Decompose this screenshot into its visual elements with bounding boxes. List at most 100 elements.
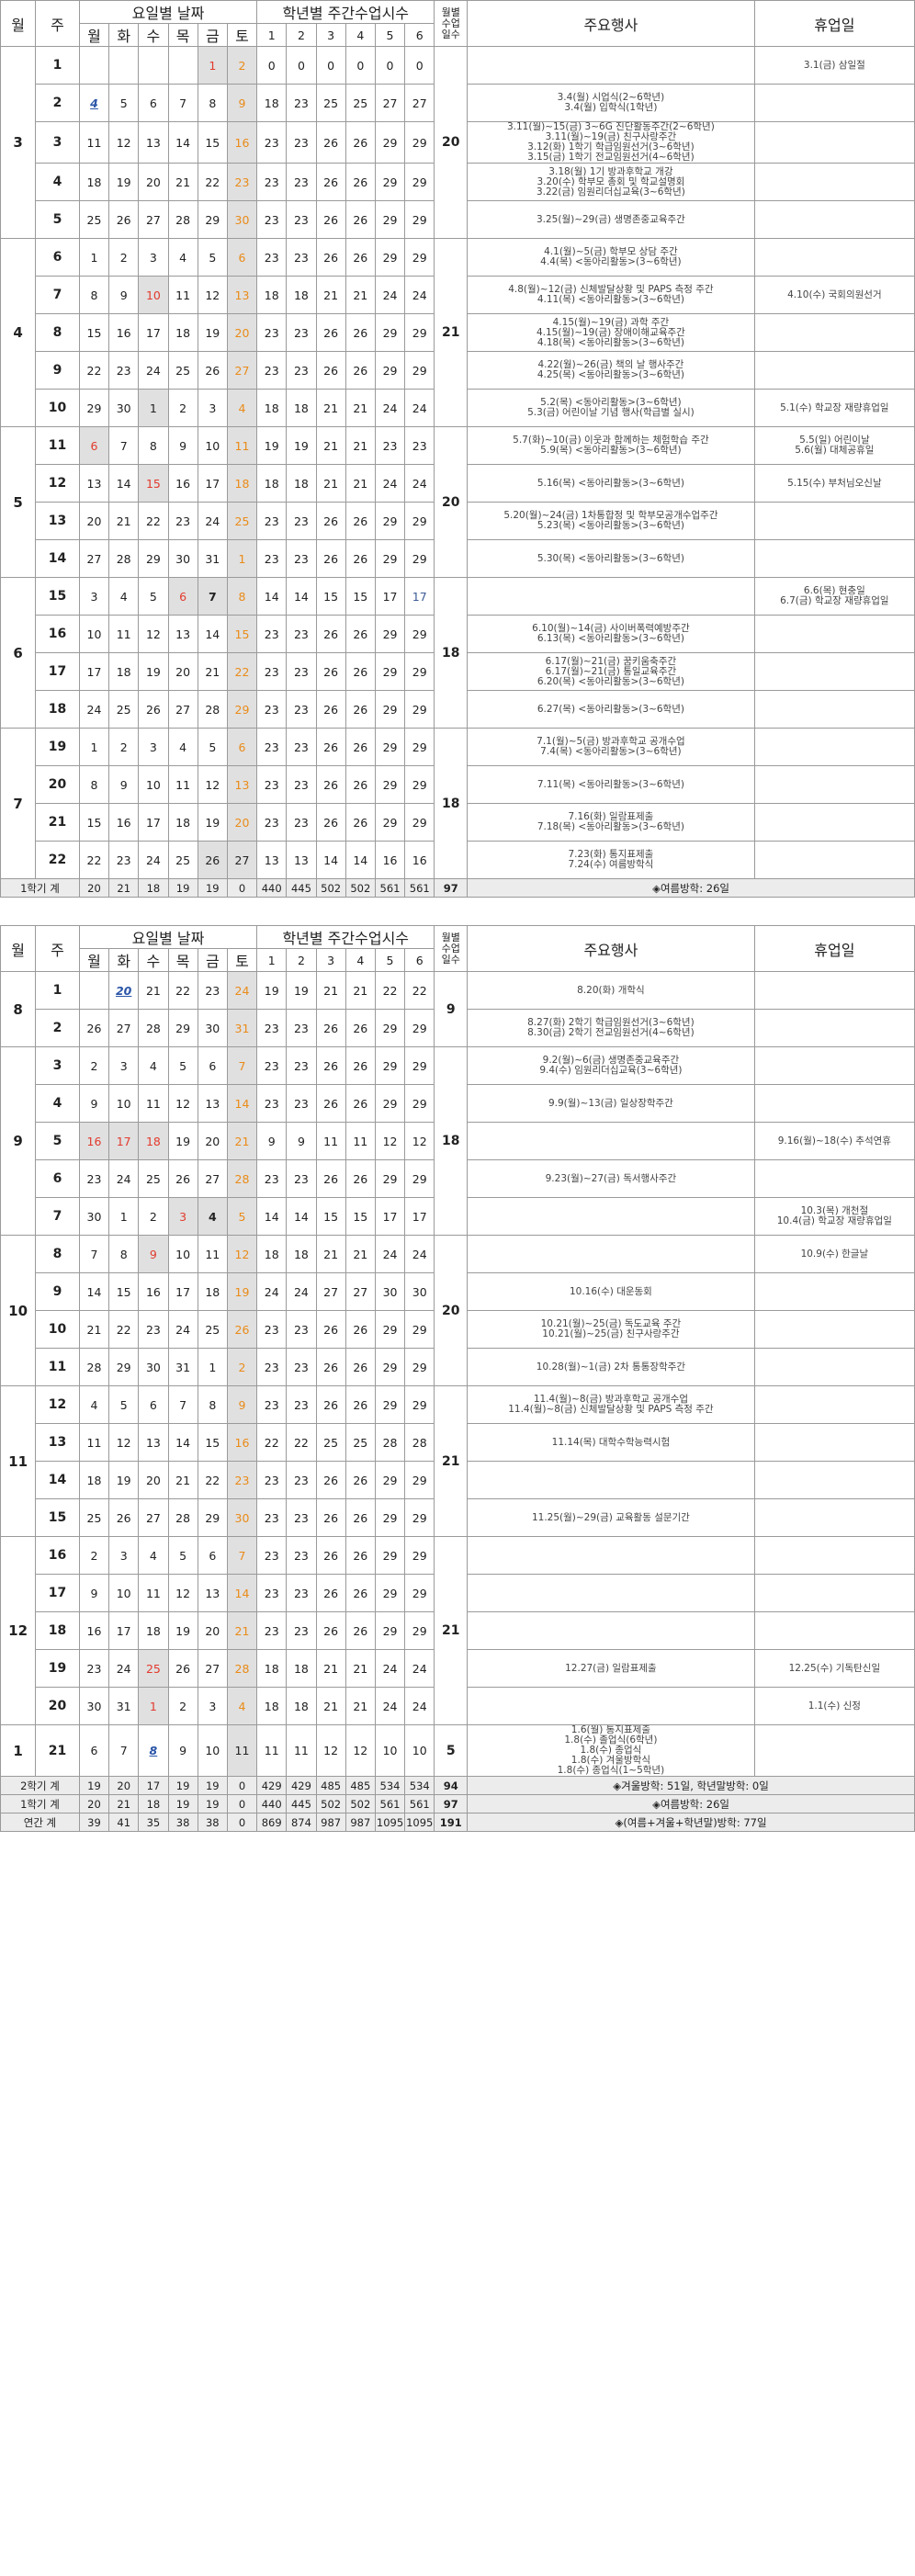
date-cell: 21 (78, 1310, 110, 1349)
hours-cell: 18 (286, 276, 317, 314)
vacation-note: ◈여름방학: 26일 (467, 878, 915, 898)
date-cell: 18 (78, 163, 110, 201)
hours-cell: 29 (404, 351, 435, 390)
hours-cell: 17 (404, 1197, 435, 1236)
week-row: 9 14 15 16 17 18 19 24 24 27 27 30 30 10.16(수) 대운동회 (1, 1272, 915, 1311)
date-cell: 20 (197, 1611, 228, 1650)
date-link[interactable]: 20 (115, 983, 132, 998)
total-days-cell: 38 (197, 1813, 228, 1832)
hours-cell: 26 (315, 803, 346, 842)
grade-header: 1 (256, 948, 288, 972)
date-cell: 16 (167, 464, 198, 503)
date-cell: 12 (167, 1084, 198, 1123)
date-cell: 5 (197, 238, 228, 277)
date-cell: 22 (108, 1310, 140, 1349)
hours-cell: 10 (374, 1724, 406, 1777)
week-row: 4 6 1 2 3 4 5 6 23 23 26 26 29 29 21 4.1(월)~5(금) 학부모 상담… (0, 238, 915, 427)
total-days-cell: 17 (138, 1776, 169, 1795)
holiday-item: 6.7(금) 학교장 재량휴업일 (780, 595, 889, 606)
week-row: 21 15 16 17 18 19 20 23 23 26 26 29 29 7.16(화) 일람표제출 7… (1, 803, 915, 842)
event-item: 4.11(목) <동아리활동>(3~6학년) (537, 294, 684, 305)
week-row: 13 20 21 22 23 24 25 23 23 26 26 29 29 5.20(월)~24(금) … (1, 502, 915, 540)
event-item: 1.8(수) 겨울방학식 (570, 1755, 650, 1766)
date-cell: 7 (167, 1385, 198, 1424)
holidays-cell: 5.15(수) 부처님오신날 (753, 464, 915, 503)
hours-cell: 23 (256, 615, 288, 653)
date-cell: 7 (226, 1536, 258, 1575)
date-cell: 3 (197, 1687, 228, 1725)
date-cell: 23 (108, 841, 140, 879)
events-cell: 8.20(화) 개학식 (467, 971, 755, 1010)
hours-cell: 22 (286, 1423, 317, 1462)
date-cell: 31 (226, 1009, 258, 1047)
hours-cell: 24 (374, 389, 406, 427)
total-row: 1학기 계 20 21 18 19 19 0 440 445 502 502 561 561 97 ◈여름방… (0, 1794, 915, 1813)
holiday-item: 10.3(목) 개천절 (800, 1205, 869, 1216)
date-link[interactable]: 4 (90, 96, 98, 110)
week-number: 14 (35, 1461, 80, 1499)
hours-cell: 29 (404, 1046, 435, 1085)
total-hours-cell: 869 (256, 1813, 288, 1832)
event-item: 10.28(월)~1(금) 2차 통통장학주간 (536, 1361, 686, 1373)
event-item: 3.20(수) 학부모 총회 및 학교설명회 (537, 175, 685, 187)
hours-cell: 26 (345, 1009, 376, 1047)
events-cell (467, 1687, 755, 1725)
event-item: 11.4(월)~8(금) 방과후학교 공개수업 (533, 1394, 688, 1405)
week-number: 19 (35, 728, 80, 766)
date-cell: 7 (197, 577, 228, 616)
hours-cell: 23 (286, 200, 317, 239)
week-row: 14 18 19 20 21 22 23 23 23 26 26 29 29 (1, 1461, 915, 1499)
hours-cell: 26 (315, 615, 346, 653)
event-item: 7.4(목) <동아리활동>(3~6학년) (540, 746, 682, 757)
hours-cell: 0 (256, 46, 288, 85)
hours-cell: 26 (345, 1611, 376, 1650)
date-link[interactable]: 8 (149, 1744, 158, 1757)
date-cell: 20 (78, 502, 110, 540)
holiday-item: 4.10(수) 국회의원선거 (787, 288, 882, 300)
month-cell: 10 (0, 1235, 37, 1386)
hours-cell: 0 (286, 46, 317, 85)
events-cell (467, 1122, 755, 1160)
total-days-cell: 18 (138, 1794, 169, 1813)
date-cell: 23 (167, 502, 198, 540)
holidays-cell: 5.1(수) 학교장 재량휴업일 (753, 389, 915, 427)
hours-cell: 29 (374, 351, 406, 390)
hours-cell: 23 (256, 1009, 288, 1047)
week-row: 20 8 9 10 11 12 13 23 23 26 26 29 29 7.11(목) <동아리활동>(… (1, 765, 915, 804)
hours-cell: 12 (374, 1122, 406, 1160)
hours-cell: 25 (345, 1423, 376, 1462)
event-item: 4.8(월)~12(금) 신체발달상황 및 PAPS 측정 주간 (508, 284, 714, 295)
hours-cell: 26 (345, 313, 376, 352)
month-cell: 6 (0, 577, 37, 729)
event-item: 11.14(목) 대학수학능력시험 (551, 1436, 671, 1448)
hours-cell: 26 (345, 502, 376, 540)
total-row: 2학기 계 19 20 17 19 19 0 429 429 485 485 534 534 94 ◈겨울방… (0, 1776, 915, 1795)
hours-cell: 26 (345, 163, 376, 201)
hours-cell: 23 (256, 1348, 288, 1386)
week-number: 19 (35, 1649, 80, 1688)
date-cell: 20 (167, 652, 198, 691)
grade-header: 3 (315, 23, 346, 47)
date-cell: 12 (108, 121, 140, 164)
week-number: 9 (35, 351, 80, 390)
hours-cell: 21 (315, 1687, 346, 1725)
hours-cell: 29 (404, 652, 435, 691)
date-cell: 3 (138, 238, 169, 277)
date-cell: 14 (197, 615, 228, 653)
total-hours-cell: 1095 (404, 1813, 435, 1832)
hours-cell: 26 (315, 1046, 346, 1085)
total-hours-cell: 502 (345, 878, 376, 898)
date-cell: 6 (226, 238, 258, 277)
event-item: 9.2(월)~6(금) 생명존중교육주간 (542, 1055, 680, 1066)
date-cell: 5 (108, 84, 140, 122)
week-row: 8 15 16 17 18 19 20 23 23 26 26 29 29 4.15(월)~19(금) 과… (1, 313, 915, 352)
week-number: 2 (35, 1009, 80, 1047)
hours-cell: 23 (286, 1611, 317, 1650)
holidays-cell (753, 1498, 915, 1537)
hours-cell: 15 (345, 577, 376, 616)
date-cell: 28 (167, 200, 198, 239)
total-days-cell: 20 (108, 1776, 140, 1795)
hours-cell: 21 (345, 389, 376, 427)
hours-cell: 22 (404, 971, 435, 1010)
holidays-cell (753, 728, 915, 766)
